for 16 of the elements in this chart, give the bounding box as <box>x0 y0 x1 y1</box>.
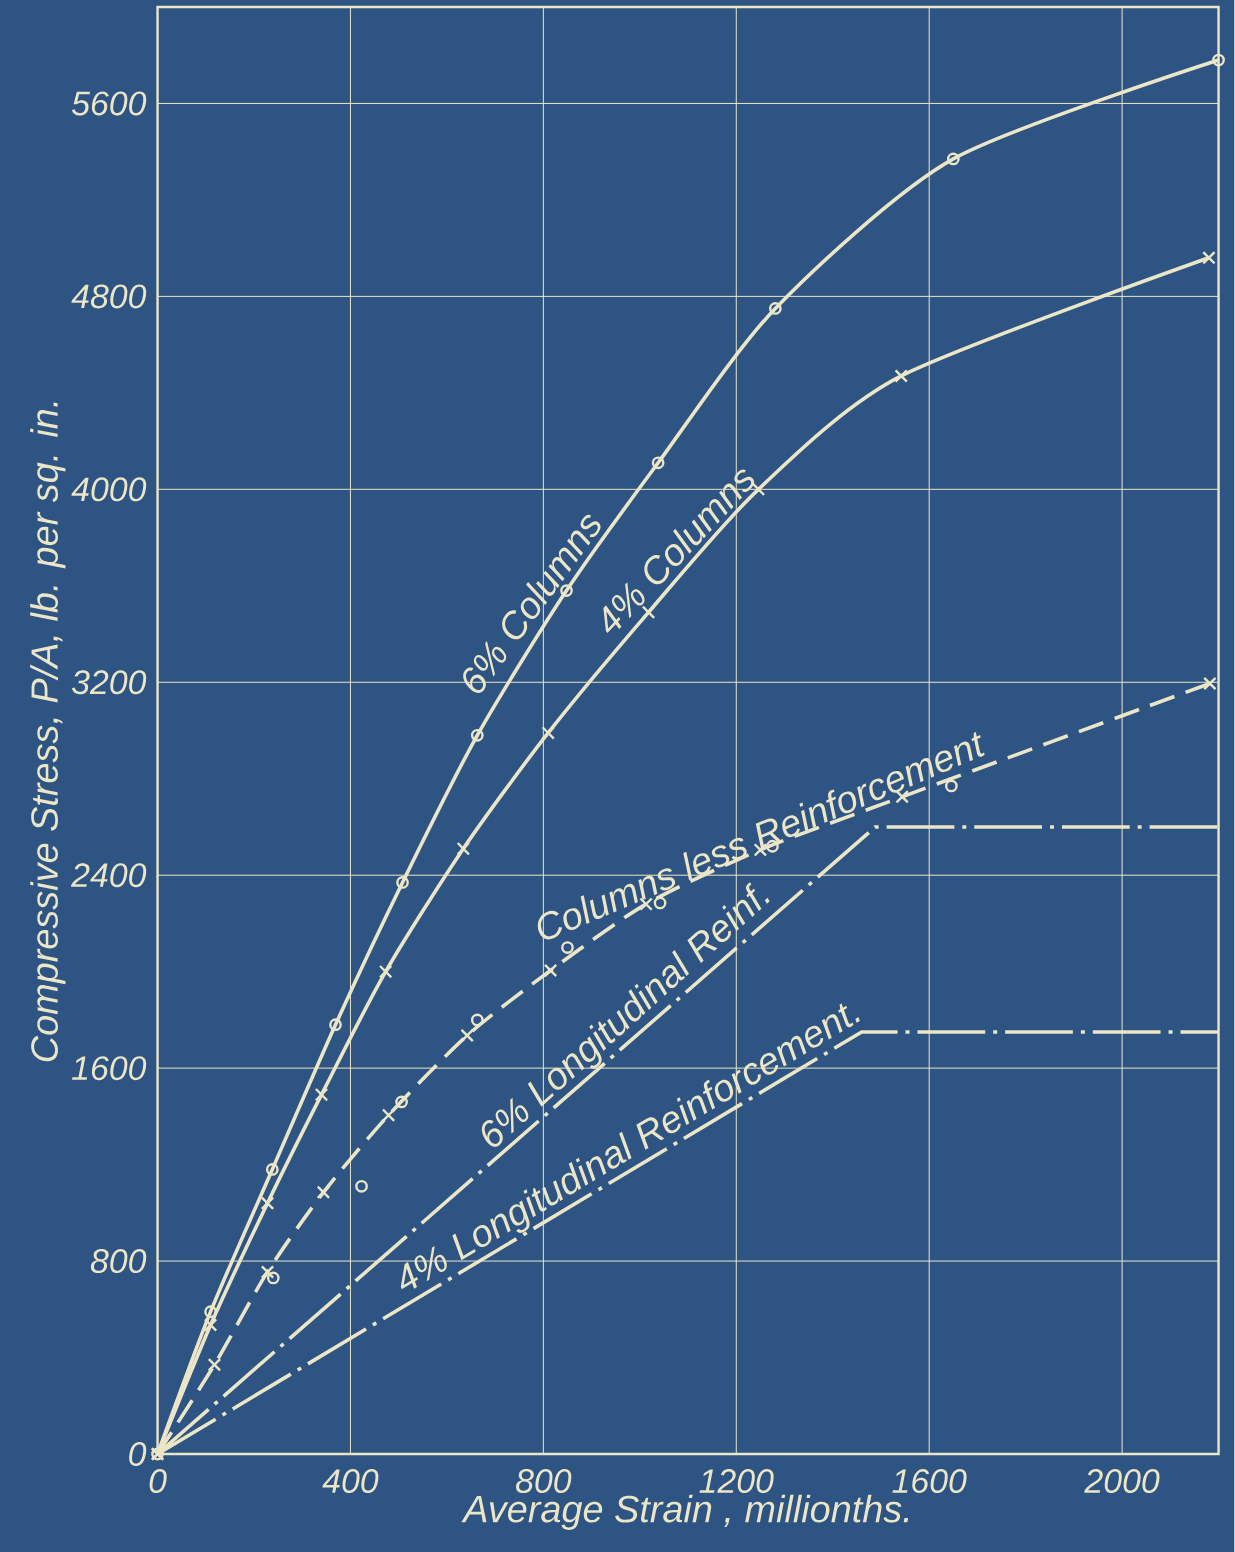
y-tick-label: 4800 <box>71 284 147 309</box>
y-tick-label: 800 <box>91 1249 147 1274</box>
y-tick-label: 0 <box>129 1442 147 1466</box>
x-tick-label: 1200 <box>699 1469 774 1494</box>
x-tick-label: 2000 <box>1084 1469 1160 1494</box>
x-tick-label: 800 <box>516 1469 572 1494</box>
x-tick-label: 1600 <box>892 1469 967 1494</box>
y-tick-label: 4000 <box>71 477 147 502</box>
y-tick-label: 2400 <box>71 863 147 888</box>
y-tick-label: 3200 <box>72 670 147 695</box>
x-axis-title: Average Strain , millionths. <box>461 1494 909 1530</box>
x-tick-label: 400 <box>322 1469 379 1494</box>
x-tick-label: 0 <box>149 1469 167 1494</box>
y-tick-label: 5600 <box>72 91 147 116</box>
y-tick-label: 1600 <box>72 1056 147 1081</box>
y-axis-title: Compressive Stress, P/A, lb. per sq. in. <box>30 402 66 1062</box>
